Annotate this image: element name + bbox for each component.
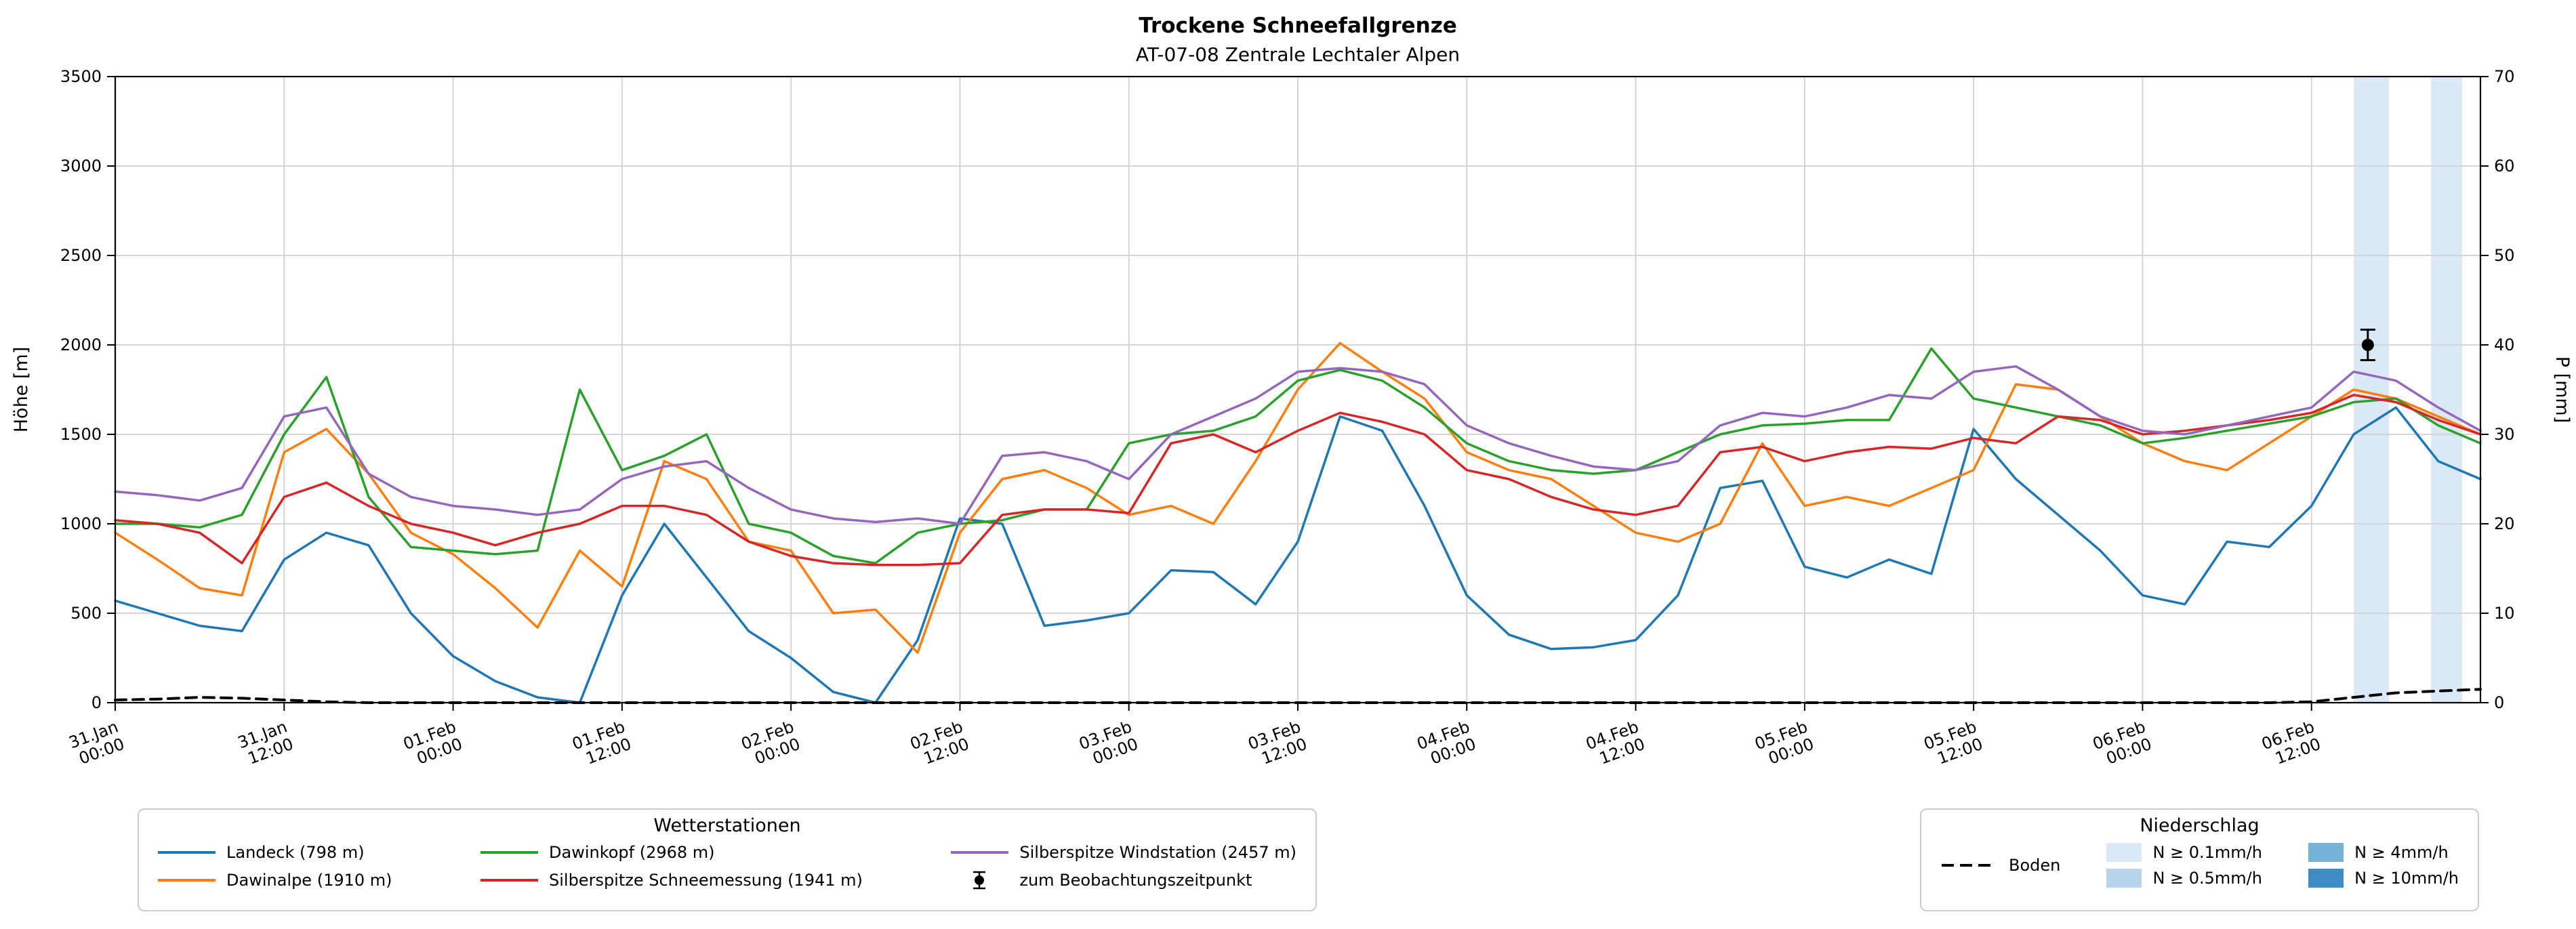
- y2-tick-label: 70: [2494, 67, 2515, 86]
- precip-0-5mm-patch: [2106, 869, 2142, 888]
- x-tick-label: 03.Feb00:00: [1076, 717, 1141, 770]
- legend-item-label: Silberspitze Windstation (2457 m): [1019, 843, 1296, 862]
- x-tick-label: 02.Feb12:00: [907, 717, 972, 770]
- legend-item-precip-0-1mm: N ≥ 0.1mm/h: [2106, 843, 2262, 862]
- legend-item-label: Silberspitze Schneemessung (1941 m): [549, 871, 863, 890]
- y2-tick-label: 10: [2494, 604, 2515, 623]
- chart-subtitle: AT-07-08 Zentrale Lechtaler Alpen: [1135, 43, 1460, 66]
- y-axis-label: Höhe [m]: [11, 347, 32, 433]
- x-tick-label: 05.Feb00:00: [1753, 717, 1817, 770]
- y-tick-label: 1500: [60, 425, 102, 444]
- errorbar-marker-icon: [951, 869, 1008, 892]
- chart-title: Trockene Schneefallgrenze: [1139, 14, 1457, 38]
- x-tick-label: 03.Feb12:00: [1246, 717, 1310, 770]
- y2-tick-label: 20: [2494, 514, 2515, 533]
- x-tick-label: 06.Feb00:00: [2090, 717, 2154, 770]
- precip-0-1mm-patch: [2106, 843, 2142, 862]
- y2-tick-label: 50: [2494, 246, 2515, 265]
- legend-item-boden: Boden: [1940, 854, 2060, 877]
- legend-item-precip-10mm: N ≥ 10mm/h: [2308, 869, 2459, 888]
- legend-wetterstationen: Wetterstationen Landeck (798 m) Dawinkop…: [138, 808, 1317, 911]
- landeck-line-swatch: [158, 851, 216, 854]
- legend-niederschlag: Niederschlag Boden N ≥ 0.1mm/h N ≥ 4mm/h: [1920, 808, 2479, 911]
- y-tick-label: 0: [91, 693, 102, 712]
- legend-precip-grid: Boden N ≥ 0.1mm/h N ≥ 4mm/h N ≥ 0.5mm/h …: [1921, 836, 2478, 896]
- legend-item-label: Dawinkopf (2968 m): [549, 843, 715, 862]
- y2-tick-label: 30: [2494, 425, 2515, 444]
- precip-4mm-patch: [2308, 843, 2344, 862]
- legend-item-beobachtungszeitpunkt: zum Beobachtungszeitpunkt: [951, 869, 1296, 892]
- legend-item-label: Landeck (798 m): [226, 843, 365, 862]
- y2-axis-label: P [mm]: [2552, 356, 2573, 424]
- legend-item-precip-4mm: N ≥ 4mm/h: [2308, 843, 2459, 862]
- y-tick-label: 2000: [60, 335, 102, 354]
- y2-tick-label: 0: [2494, 693, 2504, 712]
- precip-10mm-patch: [2308, 869, 2344, 888]
- x-tick-label: 04.Feb12:00: [1583, 717, 1648, 770]
- legend-stations-title: Wetterstationen: [653, 815, 801, 836]
- legend-item-label: N ≥ 4mm/h: [2354, 843, 2449, 862]
- y-tick-label: 500: [70, 604, 102, 623]
- series-line-silberspitze-schneemessung-1941-m-: [114, 394, 2482, 566]
- legend-item-dawinalpe: Dawinalpe (1910 m): [158, 871, 392, 890]
- legend-item-dawinkopf: Dawinkopf (2968 m): [481, 843, 863, 862]
- precip-band: [2431, 77, 2462, 703]
- legend-item-label: Boden: [2009, 856, 2061, 875]
- legend-item-silberspitze-schneemessung: Silberspitze Schneemessung (1941 m): [481, 871, 863, 890]
- y-tick-label: 1000: [60, 514, 102, 533]
- legend-item-label: N ≥ 0.5mm/h: [2152, 869, 2262, 888]
- legend-precip-title: Niederschlag: [2140, 815, 2260, 836]
- x-tick-label: 05.Feb12:00: [1921, 717, 1986, 770]
- legend-stations-grid: Landeck (798 m) Dawinkopf (2968 m) Silbe…: [139, 836, 1315, 900]
- series-line-dawinkopf-2968-m-: [114, 347, 2482, 564]
- y2-tick-label: 40: [2494, 335, 2515, 354]
- legend-item-silberspitze-windstation: Silberspitze Windstation (2457 m): [951, 843, 1296, 862]
- legend-item-label: N ≥ 10mm/h: [2354, 869, 2459, 888]
- y-tick-label: 3500: [60, 67, 102, 86]
- silberspitze-schneemessung-line-swatch: [481, 879, 538, 882]
- observation-marker: [2361, 339, 2374, 351]
- plot-canvas: 0 500 1000 1500 2000 2500 3000 3500 0 10 20 30 40 50 6…: [11, 67, 2573, 770]
- x-tick-label: 06.Feb12:00: [2259, 717, 2323, 770]
- series-line-silberspitze-windstation-2457-m-: [114, 365, 2482, 525]
- y2-tick-label: 60: [2494, 157, 2515, 176]
- legend-item-precip-0-5mm: N ≥ 0.5mm/h: [2106, 869, 2262, 888]
- legend-item-label: zum Beobachtungszeitpunkt: [1019, 871, 1252, 890]
- y-tick-label: 2500: [60, 246, 102, 265]
- legend-item-label: Dawinalpe (1910 m): [226, 871, 392, 890]
- y-tick-label: 3000: [60, 157, 102, 176]
- x-tick-label: 01.Feb00:00: [401, 717, 465, 770]
- x-tick-label: 02.Feb00:00: [739, 717, 803, 770]
- dawinkopf-line-swatch: [481, 851, 538, 854]
- series-line-landeck-798-m-: [114, 406, 2482, 704]
- x-tick-label: 01.Feb12:00: [570, 717, 634, 770]
- legend-item-label: N ≥ 0.1mm/h: [2152, 843, 2262, 862]
- x-tick-label: 31.Jan12:00: [235, 717, 295, 769]
- legend-item-landeck: Landeck (798 m): [158, 843, 392, 862]
- silberspitze-windstation-line-swatch: [951, 851, 1009, 854]
- boden-dashed-line-icon: [1940, 854, 1998, 877]
- dawinalpe-line-swatch: [158, 879, 216, 882]
- x-tick-label: 04.Feb00:00: [1414, 717, 1479, 770]
- x-tick-label: 31.Jan00:00: [66, 717, 127, 769]
- precip-band: [2354, 77, 2389, 703]
